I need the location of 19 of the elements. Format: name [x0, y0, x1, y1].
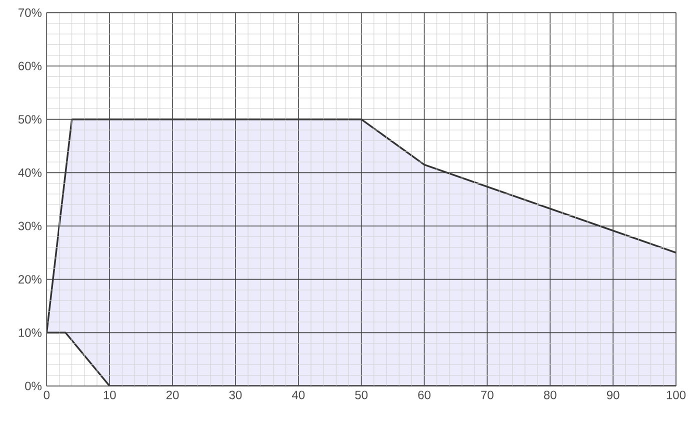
- y-tick-label: 20%: [18, 275, 42, 284]
- y-tick-label: 0%: [25, 382, 42, 390]
- y-tick-label: 70%: [18, 8, 42, 17]
- y-tick-label: 10%: [18, 328, 42, 337]
- y-tick-label: 40%: [18, 168, 42, 177]
- x-tick-label: 90: [606, 390, 620, 400]
- x-tick-label: 70: [481, 390, 494, 400]
- x-tick-label: 40: [292, 390, 305, 400]
- x-tick-label: 80: [544, 390, 556, 400]
- x-tick-label: 50: [355, 390, 368, 400]
- y-tick-label: 60%: [18, 62, 42, 70]
- x-tick-label: 0: [44, 390, 50, 400]
- y-tick-label: 50%: [18, 115, 42, 124]
- x-tick-label: 60: [418, 390, 430, 400]
- x-tick-label: 100: [666, 390, 686, 400]
- x-tick-label: 10: [104, 390, 116, 400]
- x-tick-label: 20: [166, 390, 179, 400]
- y-tick-label: 30%: [18, 222, 42, 230]
- x-tick-label: 30: [229, 390, 242, 400]
